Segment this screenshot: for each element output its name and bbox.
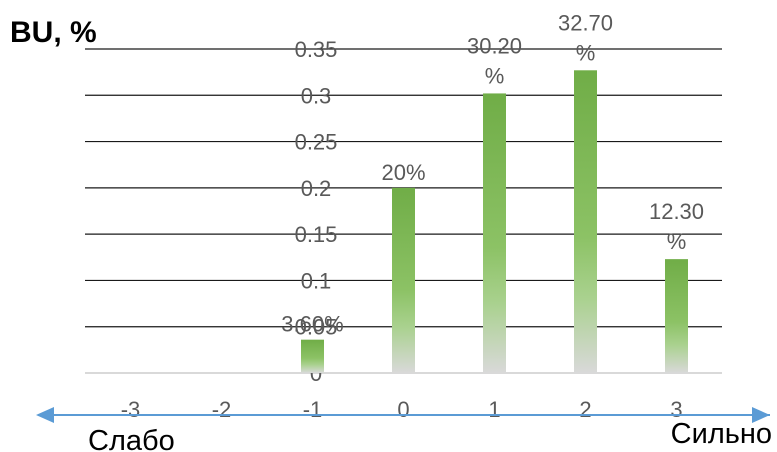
axis-left-label: Слабо [88, 425, 175, 452]
bars [301, 70, 688, 373]
axis-right-label: Сильно [671, 418, 772, 450]
data-label: 20% [381, 160, 425, 185]
data-label: 12.30 [649, 199, 704, 224]
bar [392, 187, 415, 373]
data-label-unit: % [667, 229, 687, 254]
x-tick-label: 1 [488, 397, 500, 422]
data-label-unit: % [485, 63, 505, 88]
x-tick-label: 2 [579, 397, 591, 422]
y-tick-label: 0.25 [295, 130, 338, 155]
x-tick-label: -2 [212, 397, 232, 422]
data-label: 3.60% [281, 312, 343, 337]
data-label: 30.20 [467, 33, 522, 58]
bar [574, 70, 597, 373]
y-tick-label: 0.15 [295, 222, 338, 247]
chart-title: BU, % [10, 16, 97, 49]
y-tick-label: 0.2 [301, 176, 332, 201]
y-tick-label: 0.3 [301, 83, 332, 108]
data-label: 32.70 [558, 10, 613, 35]
x-tick-labels: -3 -2 -1 0 1 2 3 [121, 397, 683, 422]
data-label-unit: % [576, 40, 596, 65]
bar [483, 93, 506, 373]
data-labels: 3.60% 20% 30.20% 32.70% 12.30% [281, 10, 704, 336]
x-tick-label: 0 [397, 397, 409, 422]
y-tick-label: 0.35 [295, 37, 338, 62]
x-tick-label: -3 [121, 397, 141, 422]
y-tick-labels: 00.050.10.150.20.250.30.35 [295, 37, 338, 386]
y-tick-label: 0.1 [301, 268, 332, 293]
bar [665, 259, 688, 373]
x-tick-label: -1 [303, 397, 323, 422]
y-tick-label: 0.05 [295, 315, 338, 340]
bar [301, 339, 324, 373]
